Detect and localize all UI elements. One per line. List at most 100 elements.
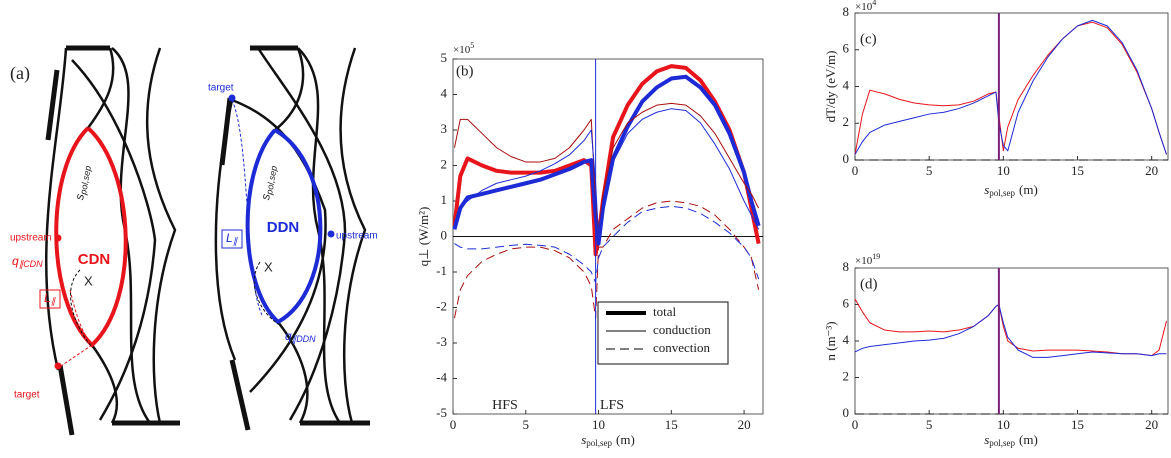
chart-panel: 0 5 10 15 20 0 2 4 6 8 (d) ×1019 n (m⁻³) spol,sep (m) (823, 252, 1169, 448)
y-tick-label: 0 (843, 405, 850, 420)
cdn-label: CDN (78, 251, 111, 268)
y-tick-label: 1 (441, 192, 448, 207)
x-tick-label: 5 (523, 417, 530, 432)
ddn-x: X (264, 259, 273, 274)
y-tick-label: -3 (436, 334, 447, 349)
cdn-x: X (84, 273, 93, 288)
x-label-unit: (m) (1019, 432, 1038, 447)
ddn-separatrix (245, 128, 323, 325)
diagram-a: (a) CDN upstream q∥CDN L∥ X target spol,… (10, 45, 378, 436)
exponent-base: ×10 (453, 44, 471, 56)
x-tick-label: 0 (450, 417, 457, 432)
exponent-power: 5 (470, 41, 474, 50)
x-tick-label: 20 (1145, 163, 1158, 178)
series-line (454, 205, 760, 284)
ddn-path (231, 99, 263, 316)
series-line (452, 74, 761, 246)
x-label-main: s (581, 432, 586, 447)
series-line (453, 108, 760, 237)
cdn-l-box (39, 289, 61, 309)
exponent: ×104 (855, 0, 876, 13)
ddn-target: target (208, 83, 234, 94)
exponent-base: ×10 (855, 255, 873, 267)
cdn-leg (70, 269, 96, 351)
cdn-s: spol,sep (72, 164, 93, 201)
ddn-upstream: upstream (336, 231, 378, 242)
exponent-base: ×10 (855, 1, 873, 13)
x-label-main: s (984, 182, 989, 197)
ddn-s: spol,sep (258, 164, 279, 201)
x-tick-label: 10 (592, 417, 605, 432)
x-tick-label: 0 (852, 163, 859, 178)
ddn-l: L∥ (226, 231, 239, 246)
ddn-walls (214, 45, 370, 431)
cdn-s-main: s (72, 193, 87, 201)
y-tick-label: 2 (441, 156, 448, 171)
x-axis-label: spol,sep (m) (984, 182, 1038, 198)
legend-label: conduction (653, 322, 711, 337)
cdn-target-dot (54, 362, 62, 370)
exponent-power: 19 (872, 252, 880, 261)
x-axis-label: spol,sep (m) (581, 432, 635, 448)
series-line (453, 200, 760, 319)
series-line (854, 298, 1168, 357)
ddn-l-box (221, 229, 243, 249)
series-line (452, 64, 761, 257)
ddn-l-sub: ∥ (233, 236, 239, 246)
x-label-sub: pol,sep (989, 438, 1015, 448)
y-tick-label: 2 (843, 368, 850, 383)
cdn-s-sub: pol,sep (78, 165, 93, 196)
ddn-upstream-dot (327, 230, 335, 238)
cdn-q: q∥CDN (12, 254, 43, 269)
legend-label: total (653, 304, 676, 319)
plot-frame (854, 267, 1169, 415)
y-tick-label: 8 (843, 259, 850, 274)
annotation: LFS (600, 398, 624, 413)
x-tick-label: 10 (997, 163, 1010, 178)
cdn-l-sub: ∥ (51, 296, 57, 306)
ddn-q-sub: ∥DDN (292, 334, 316, 344)
panel-label: (b) (456, 63, 474, 79)
ddn-q: q∥DDN (285, 329, 316, 344)
y-axis-label: n (m⁻³) (823, 321, 838, 360)
cdn-upstream-dot (54, 234, 62, 242)
y-tick-label: 0 (843, 151, 850, 166)
y-tick-label: 4 (843, 332, 850, 347)
y-axis-label: q⊥ (W/m²) (416, 207, 431, 267)
y-tick-label: 0 (441, 227, 448, 242)
x-label-sub: pol,sep (586, 438, 612, 448)
y-tick-label: 6 (843, 295, 850, 310)
x-tick-label: 5 (926, 417, 933, 432)
y-tick-label: -2 (436, 298, 447, 313)
panel-label: (a) (10, 63, 30, 84)
cdn-q-sub: ∥CDN (19, 259, 43, 269)
ddn-label: DDN (267, 219, 300, 236)
x-tick-label: 20 (738, 417, 751, 432)
x-label-unit: (m) (616, 432, 635, 447)
y-tick-label: 5 (441, 50, 448, 65)
cdn-upstream: upstream (10, 233, 52, 244)
y-tick-label: 4 (843, 77, 850, 92)
cdn-target: target (14, 390, 40, 401)
panel-label: (c) (860, 31, 877, 47)
y-axis-label: dT/dy (eV/m) (823, 51, 838, 123)
exponent-power: 4 (872, 0, 876, 7)
ddn-q-main: q (285, 329, 292, 343)
x-tick-label: 5 (926, 163, 933, 178)
exponent: ×105 (453, 41, 474, 56)
y-tick-label: 3 (441, 121, 448, 136)
cdn-separatrix (54, 126, 128, 348)
ddn-l-main: L (226, 231, 233, 245)
x-tick-label: 15 (665, 417, 678, 432)
y-tick-label: -5 (436, 405, 447, 420)
ddn-s-main: s (258, 193, 273, 201)
x-axis-label: spol,sep (m) (984, 432, 1038, 448)
x-tick-label: 10 (997, 417, 1010, 432)
series-line (854, 304, 1167, 358)
ddn-s-sub: pol,sep (264, 165, 279, 196)
annotation: HFS (492, 398, 518, 413)
series-line (854, 19, 1167, 155)
x-tick-label: 15 (1071, 163, 1084, 178)
